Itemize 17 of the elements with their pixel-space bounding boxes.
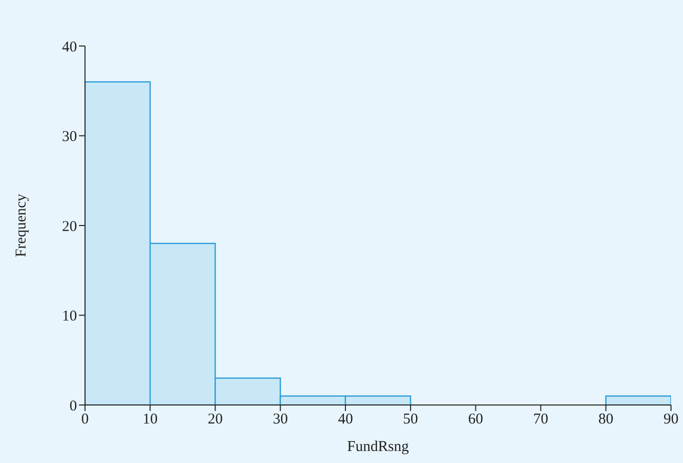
y-tick-label: 40 (62, 39, 77, 56)
y-tick-label: 0 (70, 398, 77, 414)
x-tick-label: 40 (338, 412, 353, 428)
x-axis-title: FundRsng (347, 439, 410, 455)
x-tick-label: 30 (272, 412, 288, 428)
x-tick-label: 60 (468, 412, 484, 428)
x-tick-label: 0 (81, 412, 89, 428)
y-tick-label: 20 (62, 218, 77, 235)
x-tick-label: 20 (208, 412, 223, 428)
x-tick-label: 90 (664, 412, 678, 428)
y-axis-title: Frequency (13, 193, 30, 258)
x-tick-label: 70 (533, 412, 548, 428)
y-tick-label: 10 (62, 308, 77, 325)
x-tick-label: 80 (598, 412, 614, 428)
y-tick-label: 30 (62, 129, 77, 146)
x-tick-label: 10 (142, 412, 158, 428)
x-tick-label: 50 (403, 412, 418, 428)
